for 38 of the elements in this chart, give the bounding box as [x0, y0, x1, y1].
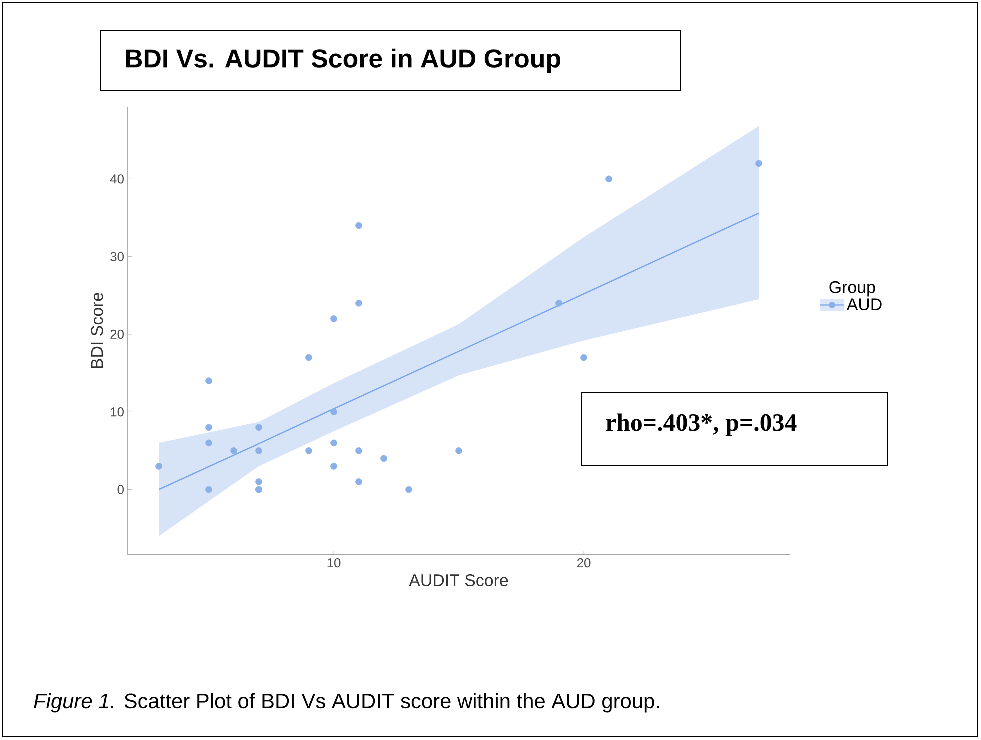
point: [206, 440, 212, 447]
y-tick-label: 40: [110, 174, 124, 184]
point: [330, 316, 338, 322]
point: [756, 160, 762, 168]
point: [230, 448, 238, 454]
point: [206, 378, 212, 384]
point: [606, 176, 612, 183]
legend-label: AUD: [846, 298, 882, 311]
legend-title: Group: [830, 281, 876, 297]
point: [356, 300, 362, 307]
point: [406, 486, 412, 494]
point: [306, 354, 312, 362]
point: [330, 408, 338, 416]
point: [206, 486, 212, 494]
point: [330, 463, 338, 470]
annotation: rho=.403*, p=.034: [606, 414, 797, 436]
point: [256, 424, 262, 432]
chart-title: BDI Vs. AUDIT Score in AUD Group: [126, 48, 560, 74]
y-tick-label: 0: [118, 485, 124, 494]
point: [306, 448, 312, 454]
point: [356, 478, 362, 486]
point: [356, 448, 362, 454]
point: [356, 222, 362, 230]
y-tick-label: 10: [111, 408, 124, 417]
y-tick-label: 20: [110, 330, 124, 340]
x-axis-title: AUDIT Score: [409, 574, 508, 587]
point: [156, 463, 162, 470]
point: [580, 354, 588, 362]
point: [380, 455, 388, 462]
point: [256, 448, 262, 454]
point: [256, 478, 262, 486]
point: [456, 448, 462, 454]
text: Figure 1. Scatter Plot of BDI Vs AUDIT score within the AUD group.: [34, 693, 660, 713]
y-tick-label: 30: [110, 252, 124, 262]
point: [556, 300, 562, 307]
point: [206, 424, 212, 432]
y-axis-title: BDI Score: [91, 293, 104, 368]
point: [330, 440, 338, 447]
